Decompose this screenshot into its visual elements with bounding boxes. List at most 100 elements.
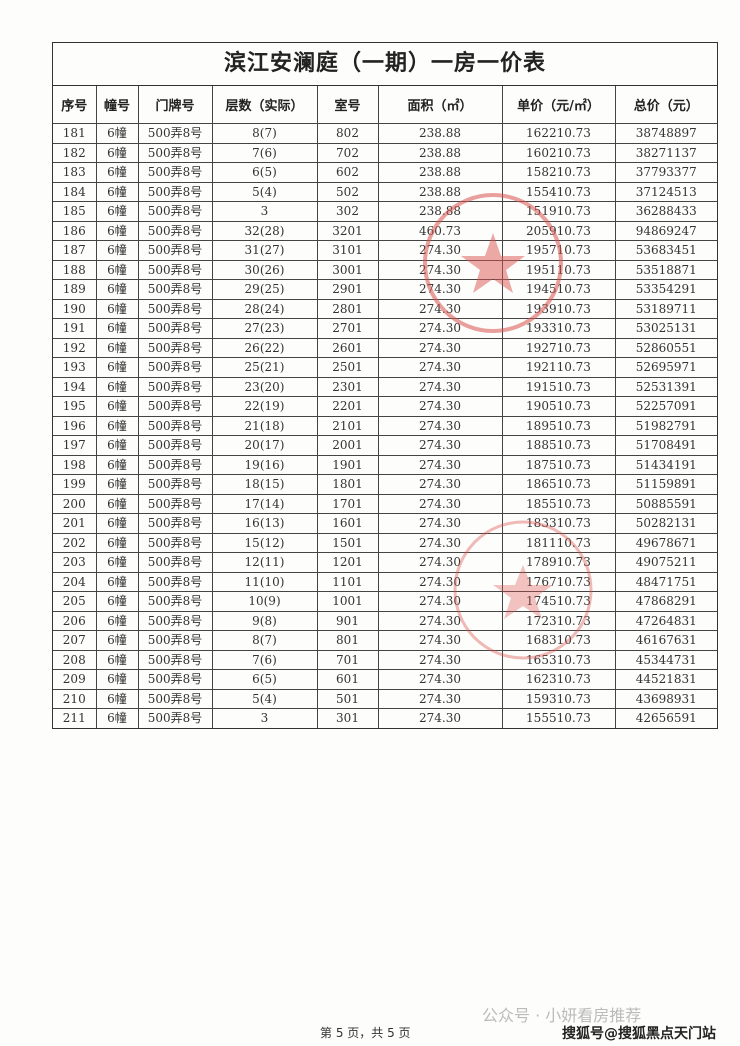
table-cell: 702 (316, 142, 379, 163)
table-cell: 274.30 (377, 552, 503, 573)
table-cell: 44521831 (614, 669, 717, 690)
column-header: 单价（元/㎡） (501, 86, 616, 124)
table-cell: 192 (53, 337, 97, 358)
table-cell: 274.30 (377, 415, 503, 436)
table-cell: 238.88 (377, 142, 503, 163)
table-cell: 48471751 (614, 571, 717, 592)
table-cell: 38748897 (614, 123, 717, 144)
table-cell: 500弄8号 (137, 669, 213, 690)
table-cell: 160210.73 (501, 142, 616, 163)
table-cell: 6幢 (95, 610, 139, 631)
table-cell: 195 (53, 396, 97, 417)
table-cell: 195110.73 (501, 259, 616, 280)
table-cell: 274.30 (377, 493, 503, 514)
table-cell: 501 (316, 688, 379, 709)
table-cell: 186 (53, 220, 97, 241)
price-table: 序号 幢号 门牌号 层数（实际） 室号 面积（㎡） 单价（元/㎡） 总价（元） 181 6幢 50… (53, 86, 717, 728)
table-cell: 52257091 (614, 396, 717, 417)
table-cell: 901 (316, 610, 379, 631)
table-cell: 51708491 (614, 435, 717, 456)
table-cell: 500弄8号 (137, 357, 213, 378)
table-cell: 2601 (316, 337, 379, 358)
table-cell: 192710.73 (501, 337, 616, 358)
table-cell: 1601 (316, 513, 379, 534)
table-cell: 53189711 (614, 298, 717, 319)
table-cell: 6幢 (95, 181, 139, 202)
table-cell: 25(21) (211, 357, 318, 378)
table-cell: 185510.73 (501, 493, 616, 514)
page-number: 第 5 页，共 5 页 (320, 1026, 411, 1040)
table-cell: 194 (53, 376, 97, 397)
table-cell: 200 (53, 493, 97, 514)
table-cell: 151910.73 (501, 201, 616, 222)
table-cell: 17(14) (211, 493, 318, 514)
table-cell: 500弄8号 (137, 688, 213, 709)
table-cell: 500弄8号 (137, 474, 213, 495)
table-cell: 6幢 (95, 357, 139, 378)
table-cell: 185 (53, 201, 97, 222)
table-cell: 207 (53, 630, 97, 651)
table-cell: 6幢 (95, 162, 139, 183)
table-row: 197 6幢 500弄8号 20(17) 2001 274.30 188510.73 5170… (53, 435, 717, 456)
table-cell: 51434191 (614, 454, 717, 475)
table-cell: 500弄8号 (137, 591, 213, 612)
table-cell: 174510.73 (501, 591, 616, 612)
table-cell: 193310.73 (501, 318, 616, 339)
table-row: 184 6幢 500弄8号 5(4) 502 238.88 155410.73 3712451… (53, 181, 717, 202)
table-cell: 6幢 (95, 435, 139, 456)
table-cell: 194510.73 (501, 279, 616, 300)
table-cell: 500弄8号 (137, 649, 213, 670)
table-cell: 3 (211, 201, 318, 222)
table-row: 188 6幢 500弄8号 30(26) 3001 274.30 195110.73 5351… (53, 259, 717, 280)
table-cell: 26(22) (211, 337, 318, 358)
table-cell: 1101 (316, 571, 379, 592)
table-cell: 12(11) (211, 552, 318, 573)
table-cell: 274.30 (377, 571, 503, 592)
table-cell: 1701 (316, 493, 379, 514)
table-cell: 53025131 (614, 318, 717, 339)
table-cell: 502 (316, 181, 379, 202)
table-cell: 6幢 (95, 142, 139, 163)
table-cell: 193 (53, 357, 97, 378)
table-cell: 195710.73 (501, 240, 616, 261)
table-cell: 53354291 (614, 279, 717, 300)
column-header: 总价（元） (614, 86, 717, 124)
table-cell: 211 (53, 708, 97, 728)
table-cell: 6(5) (211, 669, 318, 690)
table-cell: 9(8) (211, 610, 318, 631)
table-cell: 500弄8号 (137, 396, 213, 417)
table-cell: 38271137 (614, 142, 717, 163)
table-cell: 6幢 (95, 454, 139, 475)
table-cell: 52531391 (614, 376, 717, 397)
table-cell: 701 (316, 649, 379, 670)
table-header-row: 序号 幢号 门牌号 层数（实际） 室号 面积（㎡） 单价（元/㎡） 总价（元） (53, 86, 717, 124)
table-cell: 210 (53, 688, 97, 709)
table-row: 183 6幢 500弄8号 6(5) 602 238.88 158210.73 3779337… (53, 162, 717, 183)
table-cell: 199 (53, 474, 97, 495)
table-cell: 2901 (316, 279, 379, 300)
table-cell: 43698931 (614, 688, 717, 709)
column-header: 面积（㎡） (377, 86, 503, 124)
table-cell: 53683451 (614, 240, 717, 261)
table-row: 205 6幢 500弄8号 10(9) 1001 274.30 174510.73 47868… (53, 591, 717, 612)
table-cell: 6幢 (95, 123, 139, 144)
table-cell: 274.30 (377, 513, 503, 534)
table-cell: 205910.73 (501, 220, 616, 241)
table-cell: 37793377 (614, 162, 717, 183)
table-cell: 500弄8号 (137, 493, 213, 514)
table-cell: 274.30 (377, 688, 503, 709)
table-cell: 94869247 (614, 220, 717, 241)
table-cell: 302 (316, 201, 379, 222)
table-cell: 209 (53, 669, 97, 690)
table-cell: 274.30 (377, 649, 503, 670)
table-cell: 36288433 (614, 201, 717, 222)
table-cell: 203 (53, 552, 97, 573)
table-cell: 274.30 (377, 259, 503, 280)
table-cell: 3201 (316, 220, 379, 241)
table-cell: 274.30 (377, 396, 503, 417)
table-cell: 183 (53, 162, 97, 183)
table-cell: 3 (211, 708, 318, 728)
table-cell: 6幢 (95, 240, 139, 261)
table-cell: 168310.73 (501, 630, 616, 651)
table-cell: 1801 (316, 474, 379, 495)
